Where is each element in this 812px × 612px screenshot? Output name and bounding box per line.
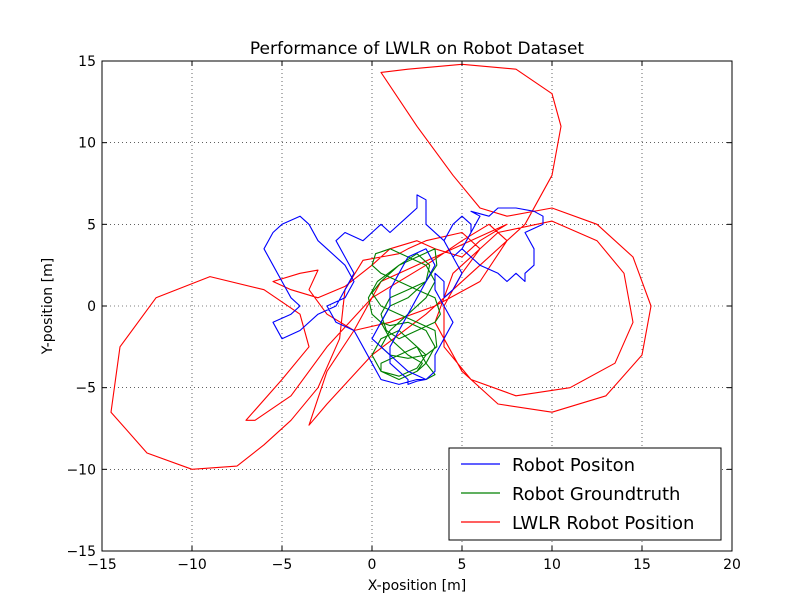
y-tick-label: −10 <box>66 462 96 478</box>
y-tick-label: 15 <box>78 54 96 70</box>
y-tick-label: −5 <box>75 381 96 397</box>
x-axis-label: X-position [m] <box>368 578 466 594</box>
x-tick-label: 0 <box>368 557 377 573</box>
y-tick-label: 0 <box>87 299 96 315</box>
y-axis-label: Y-position [m] <box>40 258 56 355</box>
series-layer <box>110 63 652 470</box>
y-tick-label: 10 <box>78 136 96 152</box>
x-tick-label: 15 <box>633 557 651 573</box>
x-tick-label: −5 <box>272 557 293 573</box>
series-line-robot-positon <box>263 194 544 385</box>
legend-label-robot-positon: Robot Positon <box>512 455 635 476</box>
legend: Robot Positon Robot Groundtruth LWLR Robot… <box>448 447 722 541</box>
x-tick-label: −10 <box>177 557 207 573</box>
x-tick-label: 20 <box>723 557 741 573</box>
ticks: −15 −10 −5 0 5 10 15 20 −15 −10 −5 0 5 10 15 <box>66 54 740 573</box>
x-tick-label: 5 <box>458 557 467 573</box>
x-tick-label: −15 <box>87 557 117 573</box>
legend-label-robot-groundtruth: Robot Groundtruth <box>512 484 680 505</box>
y-tick-label: −15 <box>66 544 96 560</box>
x-tick-label: 10 <box>543 557 561 573</box>
chart-title: Performance of LWLR on Robot Dataset <box>250 39 585 59</box>
y-tick-label: 5 <box>87 217 96 233</box>
legend-box <box>448 447 722 541</box>
legend-label-lwlr-robot-position: LWLR Robot Position <box>512 513 694 534</box>
